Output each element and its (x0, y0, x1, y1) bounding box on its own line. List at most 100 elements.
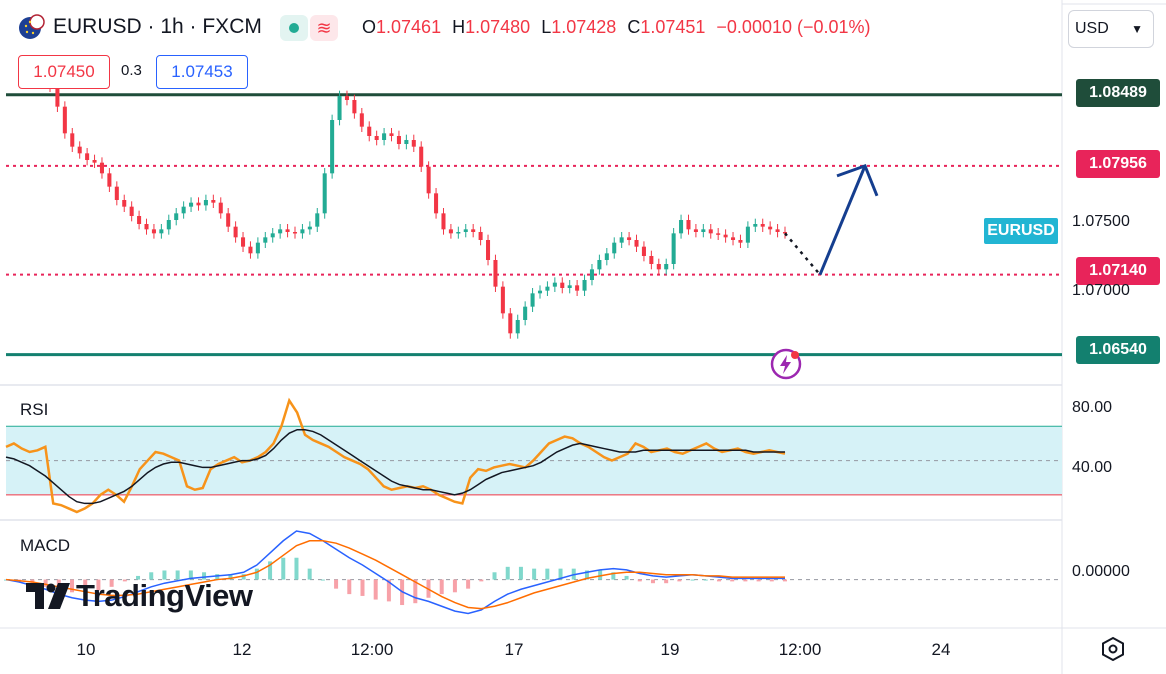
candle-body (775, 229, 780, 232)
candle-body (708, 229, 713, 234)
candle-body (745, 226, 750, 243)
market-open-indicator[interactable] (280, 15, 308, 41)
candle-body (285, 229, 290, 232)
sell-button[interactable]: 1.07450 (18, 55, 110, 89)
candle-body (144, 224, 149, 230)
candle-body (426, 166, 431, 194)
candle-body (701, 229, 706, 232)
buy-button[interactable]: 1.07453 (156, 55, 248, 89)
candle-body (471, 229, 476, 232)
candle-body (738, 240, 743, 243)
price-level-label[interactable]: 1.07140 (1076, 257, 1160, 285)
time-tick: 12:00 (350, 640, 394, 659)
macd-histogram-bar (215, 574, 220, 580)
candle-body (218, 202, 223, 214)
macd-histogram-bar (452, 579, 457, 593)
price-tick: 1.07000 (1072, 282, 1130, 299)
macd-histogram-bar (268, 561, 273, 580)
macd-histogram-bar (373, 579, 378, 600)
candle-body (374, 136, 379, 140)
macd-histogram-bar (505, 566, 510, 580)
candle-body (612, 242, 617, 254)
candle-body (389, 133, 394, 136)
candle-body (760, 224, 765, 227)
macd-histogram-bar (281, 557, 286, 580)
candle-body (122, 200, 127, 207)
candle-body (62, 106, 67, 134)
candle-body (278, 229, 283, 234)
candle-body (330, 120, 335, 174)
candle-body (597, 260, 602, 270)
macd-histogram-bar (122, 579, 127, 582)
macd-histogram-bar (584, 570, 589, 580)
macd-histogram-bar (439, 579, 444, 595)
candle-body (352, 100, 357, 114)
rsi-tick: 40.00 (1072, 459, 1113, 476)
candle-body (753, 224, 758, 227)
candle-body (255, 242, 260, 254)
candle-body (159, 229, 164, 234)
flash-alert-icon[interactable] (770, 348, 802, 380)
candle-body (151, 229, 156, 234)
wave-icon[interactable]: ≋ (310, 15, 338, 41)
candle-body (508, 313, 513, 334)
price-level-label[interactable]: 1.06540 (1076, 336, 1160, 364)
macd-histogram-bar (637, 579, 642, 582)
macd-histogram-bar (769, 579, 774, 582)
macd-histogram-bar (677, 579, 682, 582)
rsi-ma-line (5, 428, 785, 505)
market-status-dot-icon (289, 23, 299, 33)
candle-body (656, 264, 661, 270)
forecast-arrow-shaft (818, 165, 867, 276)
macd-histogram-bar (756, 579, 761, 582)
currency-select[interactable]: USD ▼ (1068, 10, 1154, 48)
candle-body (486, 240, 491, 260)
candle-body (241, 237, 246, 247)
candle-body (671, 233, 676, 264)
candle-body (270, 233, 275, 238)
candle-body (493, 260, 498, 287)
price-level-label[interactable]: 1.07956 (1076, 150, 1160, 178)
candle-body (567, 285, 572, 288)
macd-histogram-bar (650, 579, 655, 584)
macd-histogram-bar (466, 579, 471, 589)
macd-histogram-bar (96, 579, 101, 591)
chart-settings-icon[interactable] (1100, 636, 1126, 662)
candle-body (211, 200, 216, 203)
macd-histogram-bar (175, 570, 180, 580)
time-tick: 19 (660, 640, 680, 659)
candle-body (575, 285, 580, 291)
candle-body (359, 113, 364, 127)
candle-body (419, 146, 424, 167)
macd-histogram-bar (532, 568, 537, 580)
macd-histogram-bar (254, 568, 259, 580)
symbol-title[interactable]: EURUSD · 1h · FXCM (53, 15, 262, 38)
candle-body (582, 280, 587, 291)
candle-body (641, 246, 646, 256)
tradingview-logo[interactable]: TradingView (26, 578, 253, 614)
candle-body (181, 206, 186, 214)
macd-histogram-bar (664, 579, 669, 584)
candle-body (166, 220, 171, 230)
candle-body (478, 232, 483, 240)
price-level-label[interactable]: 1.08489 (1076, 79, 1160, 107)
candle-body (604, 253, 609, 260)
candle-body (523, 306, 528, 320)
candle-body (500, 286, 505, 314)
time-tick: 10 (76, 640, 96, 659)
candle-body (716, 233, 721, 235)
time-tick: 17 (504, 640, 524, 659)
candle-body (196, 202, 201, 206)
macd-histogram-bar (228, 574, 233, 580)
tradingview-logo-icon (26, 583, 70, 609)
macd-histogram-bar (611, 572, 616, 580)
rsi-tick: 80.00 (1072, 399, 1113, 416)
macd-histogram-bar (307, 568, 312, 580)
macd-histogram-bar (136, 575, 141, 580)
candle-body (396, 136, 401, 144)
macd-histogram-bar (43, 579, 48, 587)
candle-body (226, 213, 231, 227)
candle-body (263, 237, 268, 243)
candle-body (768, 226, 773, 230)
